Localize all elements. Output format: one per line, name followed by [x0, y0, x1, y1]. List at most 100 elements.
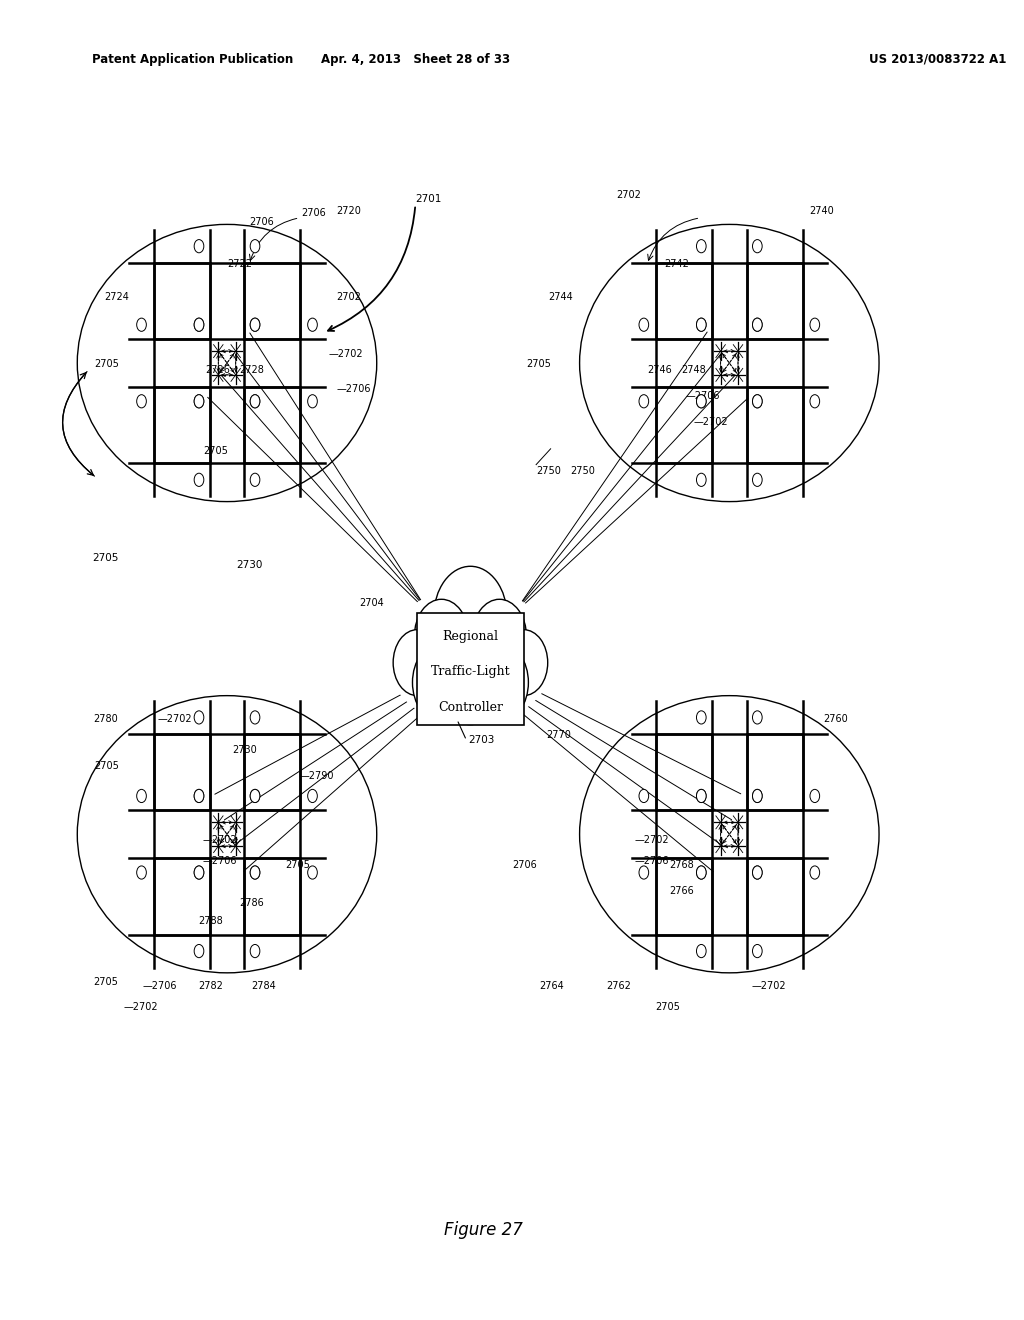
Text: 2728: 2728 — [240, 364, 264, 375]
Circle shape — [195, 789, 204, 803]
Text: 2746: 2746 — [647, 364, 672, 375]
Circle shape — [753, 710, 762, 723]
Text: Regional: Regional — [442, 630, 499, 643]
Circle shape — [753, 866, 762, 879]
Circle shape — [810, 789, 819, 803]
Circle shape — [696, 318, 707, 331]
Bar — [154, 263, 210, 339]
Circle shape — [696, 240, 707, 253]
Text: —2706: —2706 — [336, 384, 371, 395]
Circle shape — [136, 318, 146, 331]
Circle shape — [753, 318, 762, 331]
Circle shape — [434, 566, 507, 667]
Text: 2750: 2750 — [570, 466, 595, 477]
Text: 2768: 2768 — [670, 859, 694, 870]
Circle shape — [696, 789, 707, 803]
Circle shape — [753, 318, 762, 331]
Circle shape — [307, 395, 317, 408]
Bar — [154, 858, 210, 935]
Text: 2706: 2706 — [249, 216, 274, 227]
Circle shape — [500, 630, 548, 696]
Text: 2705: 2705 — [203, 446, 227, 457]
Text: 2705: 2705 — [94, 359, 120, 370]
Circle shape — [696, 789, 707, 803]
Circle shape — [639, 789, 648, 803]
Bar — [746, 858, 803, 935]
Text: 2705: 2705 — [94, 977, 119, 987]
Circle shape — [393, 630, 441, 696]
Circle shape — [696, 395, 707, 408]
Circle shape — [136, 789, 146, 803]
Text: 2748: 2748 — [681, 364, 706, 375]
Bar — [656, 734, 712, 810]
Circle shape — [195, 395, 204, 408]
Text: Figure 27: Figure 27 — [443, 1221, 522, 1239]
Bar — [245, 734, 300, 810]
Text: 2762: 2762 — [606, 981, 632, 991]
Text: —2702: —2702 — [124, 1002, 159, 1012]
Circle shape — [810, 318, 819, 331]
Circle shape — [696, 866, 707, 879]
Circle shape — [753, 395, 762, 408]
Bar — [656, 263, 712, 339]
Circle shape — [753, 945, 762, 958]
Circle shape — [195, 789, 204, 803]
Text: —2790: —2790 — [299, 771, 334, 781]
Circle shape — [195, 318, 204, 331]
Text: 2726: 2726 — [205, 364, 229, 375]
Circle shape — [753, 474, 762, 487]
Text: Apr. 4, 2013   Sheet 28 of 33: Apr. 4, 2013 Sheet 28 of 33 — [321, 53, 510, 66]
Circle shape — [136, 866, 146, 879]
Circle shape — [250, 395, 260, 408]
Text: 2780: 2780 — [94, 714, 119, 725]
Circle shape — [195, 395, 204, 408]
Bar — [656, 387, 712, 463]
Circle shape — [639, 395, 648, 408]
Circle shape — [250, 710, 260, 723]
Text: —2706: —2706 — [143, 981, 177, 991]
Text: 2720: 2720 — [336, 206, 361, 216]
Text: 2705: 2705 — [285, 859, 310, 870]
Circle shape — [753, 395, 762, 408]
Circle shape — [810, 395, 819, 408]
Circle shape — [753, 789, 762, 803]
Circle shape — [753, 866, 762, 879]
Bar — [746, 263, 803, 339]
Circle shape — [696, 395, 707, 408]
Circle shape — [472, 599, 526, 673]
Circle shape — [195, 945, 204, 958]
Circle shape — [195, 866, 204, 879]
Circle shape — [307, 789, 317, 803]
Text: 2705: 2705 — [655, 1002, 680, 1012]
Circle shape — [250, 789, 260, 803]
Bar — [245, 263, 300, 339]
Text: 2742: 2742 — [665, 259, 689, 269]
Circle shape — [195, 710, 204, 723]
Text: 2770: 2770 — [546, 730, 570, 741]
Circle shape — [639, 318, 648, 331]
Bar — [154, 387, 210, 463]
Text: Controller: Controller — [438, 701, 503, 714]
Text: 2788: 2788 — [198, 916, 223, 927]
Bar — [245, 387, 300, 463]
Circle shape — [696, 318, 707, 331]
Circle shape — [250, 866, 260, 879]
Circle shape — [696, 945, 707, 958]
Circle shape — [250, 789, 260, 803]
Text: 2786: 2786 — [240, 898, 264, 908]
Text: 2782: 2782 — [198, 981, 223, 991]
Circle shape — [639, 866, 648, 879]
Bar — [656, 858, 712, 935]
Circle shape — [250, 395, 260, 408]
Circle shape — [810, 866, 819, 879]
Text: 2730: 2730 — [237, 560, 263, 570]
Circle shape — [250, 318, 260, 331]
Text: —2702: —2702 — [752, 981, 786, 991]
Circle shape — [136, 395, 146, 408]
Text: —2706: —2706 — [203, 855, 238, 866]
Text: —2706: —2706 — [686, 391, 720, 401]
Text: 2764: 2764 — [539, 981, 564, 991]
Circle shape — [470, 643, 528, 722]
Circle shape — [250, 945, 260, 958]
Text: US 2013/0083722 A1: US 2013/0083722 A1 — [869, 53, 1007, 66]
